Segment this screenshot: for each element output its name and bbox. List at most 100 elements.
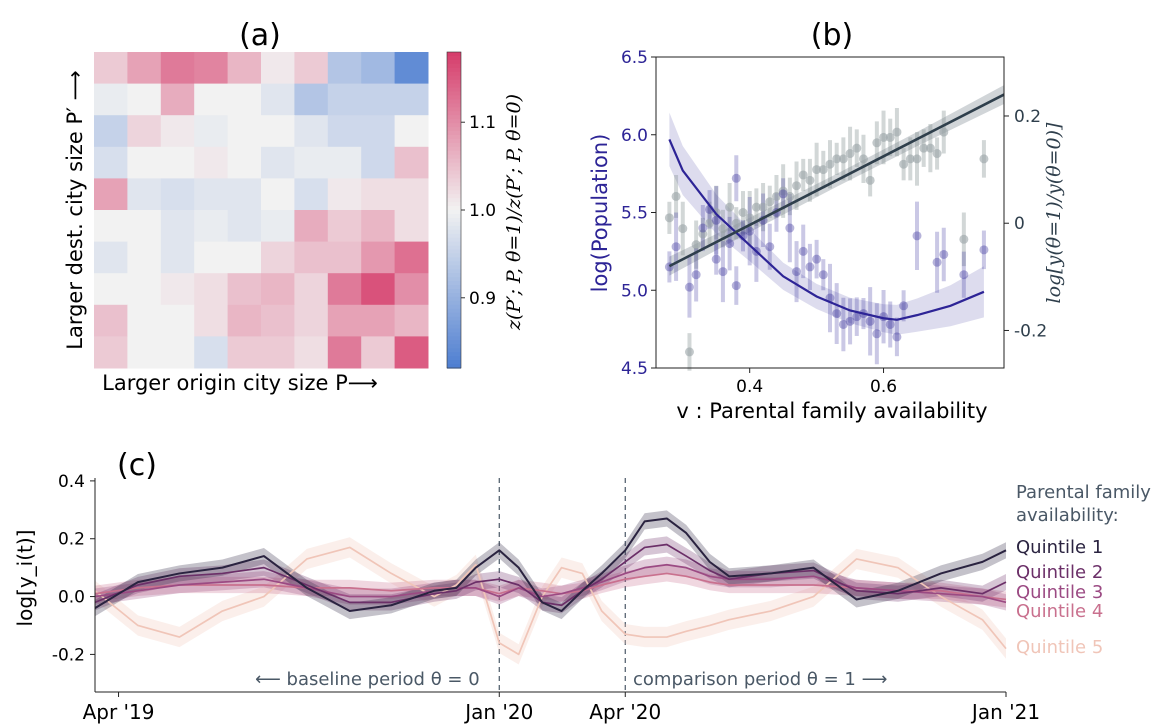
ratio-point [912,154,922,164]
colorbar-segment [447,63,461,69]
colorbar-segment [447,241,461,247]
colorbar-segment [447,119,461,124]
colorbar-segment [447,95,461,100]
colorbar-segment [447,131,461,136]
ratio-point [872,138,882,148]
colorbar-segment [447,52,461,57]
y-tick-label-left: 4.5 [621,359,648,379]
ratio-point [765,197,775,207]
colorbar-segment [447,304,461,310]
colorbar-segment [447,336,461,341]
y-tick-label-right: -0.2 [1014,321,1047,341]
colorbar-segment [447,186,461,191]
heatmap-cell [160,115,195,148]
heatmap-cell [194,241,229,274]
colorbar-segment [447,312,461,318]
ratio-point [905,154,915,164]
y-tick-label: 0.0 [58,588,85,608]
population-point [892,332,902,342]
ratio-fit-line [668,93,1005,268]
colorbar-segment [447,364,461,369]
colorbar-segment [447,273,461,278]
heatmap-cell [394,52,429,85]
heatmap-cell [127,178,162,211]
population-point [711,215,721,225]
heatmap-cell [327,178,362,211]
colorbar-segment [447,115,461,120]
panel-c-title: (c) [117,448,157,483]
heatmap-cell [361,83,396,116]
colorbar-segment [447,202,461,207]
heatmap-cell [294,304,329,337]
heatmap-cell [127,273,162,306]
colorbar-segment [447,253,461,258]
colorbar-segment [447,146,461,152]
population-point [845,316,855,326]
heatmap-cell [361,336,396,369]
heatmap-cell [227,304,262,337]
heatmap-cell [294,273,329,306]
colorbar-segment [447,67,461,73]
heatmap-cell [261,304,295,337]
population-point [711,254,721,264]
colorbar-segment [447,308,461,314]
x-tick-label: Apr '20 [589,700,661,724]
heatmap-cell [361,178,396,211]
population-point [745,226,755,236]
colorbar-segment [447,217,461,223]
legend-entry: Quintile 4 [1016,601,1103,622]
colorbar-segment [447,142,461,148]
colorbar-segment [447,221,461,227]
ratio-point [919,143,929,153]
heatmap-cell [227,273,262,306]
heatmap-cell [160,336,195,369]
heatmap-cell [94,210,128,243]
population-point [865,316,875,326]
heatmap-cell [261,241,295,274]
heatmap-cell [261,146,295,179]
y-tick-label-left: 5.5 [621,204,648,224]
heatmap-cell [361,115,396,148]
ratio-point [852,143,862,153]
x-tick-label: 0.4 [736,377,763,397]
colorbar: 0.9 1.0 1.1 [446,51,496,369]
series-band [95,536,1006,614]
ratio-point [812,165,822,175]
population-point [691,270,701,280]
scatter-plot-area: 0.4 0.6 4.5 5.0 5.5 6.0 6.5 -0.2 0 0.2 [621,48,1047,397]
ratio-point [879,132,889,142]
heatmap-cell [261,178,295,211]
ratio-point [684,347,694,357]
timeseries-plot-area: -0.2 0.0 0.2 0.4 Apr '19 Jan '20 Apr '20 Jan '2… [52,472,1040,724]
series-band [95,565,1006,608]
heatmap-cell [394,178,429,211]
colorbar-segment [447,261,461,266]
population-point [785,223,795,233]
colorbar-segment [447,300,461,306]
heatmap-cell [394,241,429,274]
heatmap-cell [294,83,329,116]
heatmap-cell [361,241,396,274]
y-tick-label-left: 6.0 [621,126,648,146]
y-tick-label-right: 0 [1014,214,1025,234]
legend-entry: Quintile 1 [1016,537,1103,558]
colorbar-segment [447,328,461,334]
baseline-annotation: ⟵ baseline period θ = 0 [255,669,480,690]
population-point [798,246,808,256]
colorbar-segment [447,111,461,116]
ratio-point [825,159,835,169]
population-point [725,239,735,249]
ratio-point [805,175,815,185]
heatmap-cell [94,115,128,148]
heatmap-cell [127,210,162,243]
heatmap-cell [127,83,162,116]
colorbar-segment [447,190,461,195]
series-line [94,517,1007,613]
x-tick-label: Jan '20 [463,700,533,724]
ratio-point [785,191,795,201]
heatmap-cell [394,273,429,306]
colorbar-segment [447,257,461,262]
heatmap-cell [361,273,396,306]
heatmap-cell [294,210,329,243]
colorbar-segment [447,245,461,251]
